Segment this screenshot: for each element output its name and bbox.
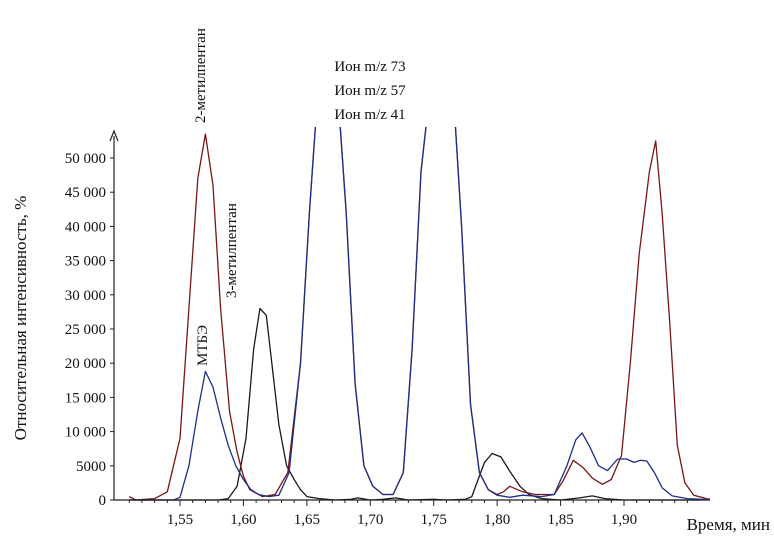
annotation-mtbe: МТБЭ xyxy=(195,325,211,366)
x-tick-label: 1,80 xyxy=(484,512,510,528)
x-ticks: 1,55 1,60 1,65 1,70 1,75 1,80 1,85 1,90 xyxy=(128,500,688,528)
x-tick-label: 1,75 xyxy=(421,512,447,528)
axes-layer: 0 5000 10 000 15 000 20 000 25 000 30 000 35 00… xyxy=(65,129,700,528)
x-tick-label: 1,60 xyxy=(230,512,256,528)
series-line-3 xyxy=(129,127,710,501)
series-line-2 xyxy=(128,127,710,501)
y-tick-label: 20 000 xyxy=(65,356,106,372)
x-axis-label: Время, мин xyxy=(687,515,770,534)
x-tick-label: 1,70 xyxy=(357,512,383,528)
y-tick-label: 5000 xyxy=(76,459,106,475)
y-axis-arrow xyxy=(109,129,119,142)
ion-legend: Ион m/z 73 Ион m/z 57 Ион m/z 41 xyxy=(334,59,406,123)
y-tick-label: 10 000 xyxy=(65,425,106,441)
y-tick-label: 45 000 xyxy=(65,185,106,201)
y-tick-label: 25 000 xyxy=(65,322,106,338)
legend-line-1: Ион m/z 73 xyxy=(334,59,405,75)
x-tick-label: 1,55 xyxy=(167,512,193,528)
x-tick-label: 1,65 xyxy=(294,512,320,528)
legend-line-3: Ион m/z 41 xyxy=(334,107,405,123)
y-ticks: 0 5000 10 000 15 000 20 000 25 000 30 000 35 00… xyxy=(65,151,114,509)
x-tick-label: 1,90 xyxy=(611,512,637,528)
annotation-2-methylpentane: 2-метилпентан xyxy=(193,28,209,123)
peak-annotations: 2-метилпентан 3-метилпентан МТБЭ xyxy=(193,28,240,366)
y-tick-label: 0 xyxy=(99,493,107,509)
y-tick-label: 50 000 xyxy=(65,151,106,167)
y-tick-label: 30 000 xyxy=(65,288,106,304)
y-tick-label: 15 000 xyxy=(65,390,106,406)
series-line-1 xyxy=(129,307,710,501)
y-tick-label: 35 000 xyxy=(65,254,106,270)
series-layer xyxy=(128,127,710,501)
x-tick-label: 1,85 xyxy=(547,512,573,528)
annotation-3-methylpentane: 3-метилпентан xyxy=(224,203,240,298)
legend-line-2: Ион m/z 57 xyxy=(334,83,406,99)
y-tick-label: 40 000 xyxy=(65,219,106,235)
y-axis-label: Относительная интенсивность, % xyxy=(11,196,30,441)
